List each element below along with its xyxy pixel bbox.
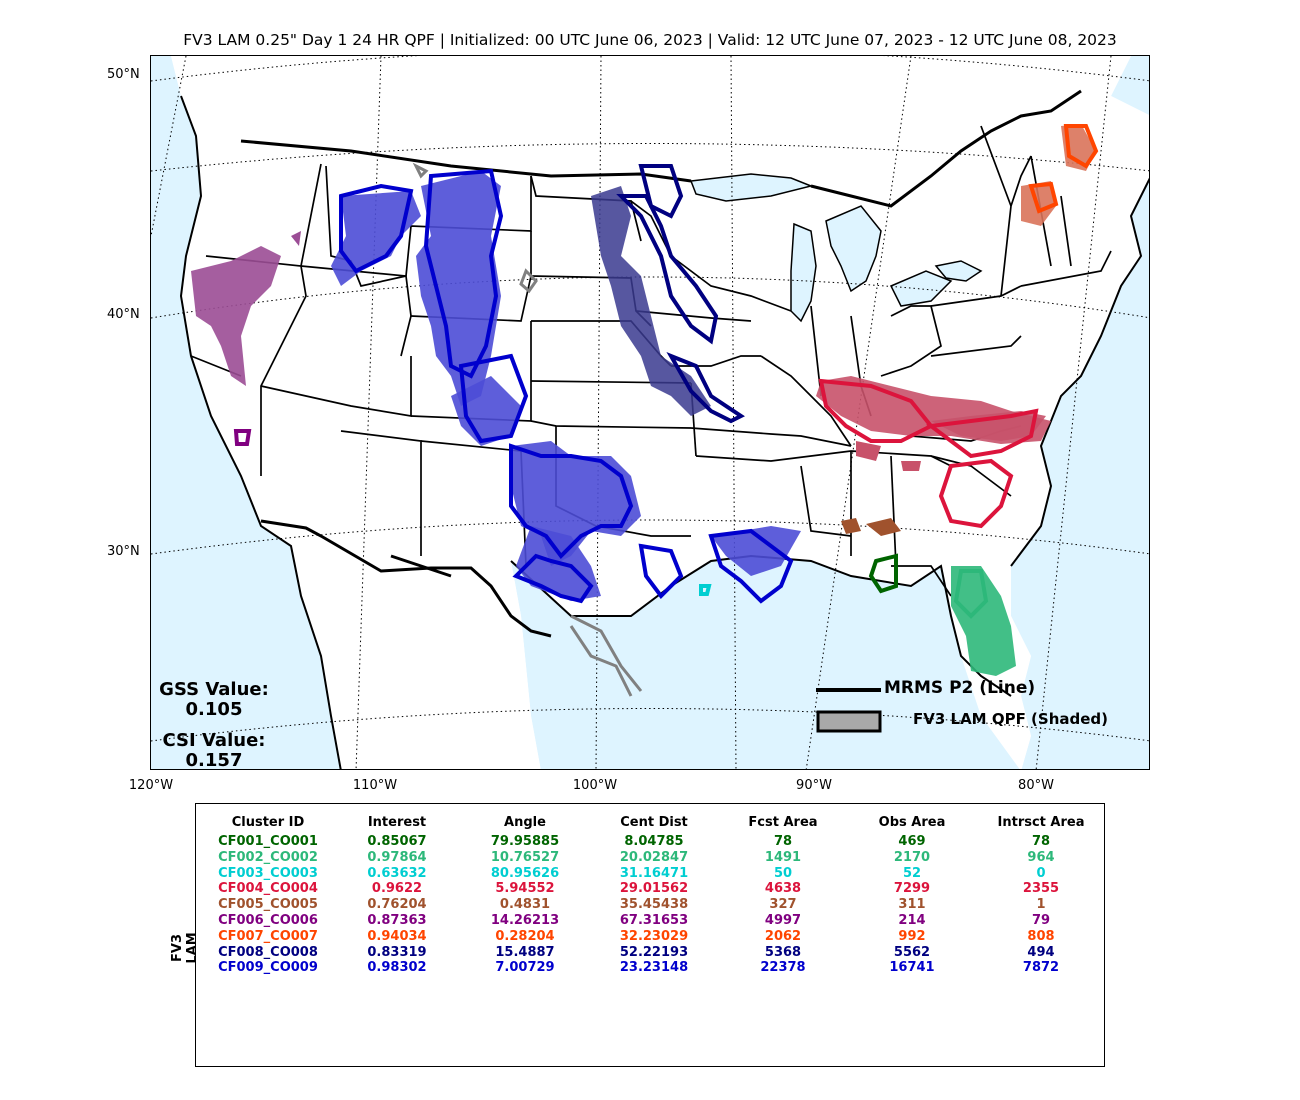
table-cell-fcst-area: 4997: [764, 913, 802, 928]
table-cell-cent-dist: 52.22193: [619, 944, 689, 960]
table-cell-cluster-id: CF007_CO007: [218, 928, 318, 944]
table-cell-obs-area: 469: [898, 834, 926, 849]
table-cell-intrsct-area: 1: [1036, 897, 1046, 913]
table-cell-angle: 80.95626: [490, 865, 560, 881]
gss-value: 0.105: [185, 699, 243, 720]
table-cell-fcst-area: 2062: [764, 928, 802, 944]
map-title: FV3 LAM 0.25" Day 1 24 HR QPF | Initiali…: [183, 31, 1117, 49]
table-cell-interest: 0.94034: [367, 928, 427, 944]
table-cell-fcst-area: 50: [773, 865, 793, 881]
table-cell-cluster-id: CF003_CO003: [218, 865, 318, 881]
fv3-legend-swatch: [816, 710, 882, 733]
table-cell-cent-dist: 23.23148: [619, 960, 689, 976]
table-cell-intrsct-area: 964: [1027, 849, 1055, 865]
table-cell-interest: 0.85067: [367, 834, 427, 849]
table-cell-obs-area: 311: [898, 897, 926, 913]
stats-table: [195, 803, 1105, 1067]
table-cell-obs-area: 214: [898, 913, 926, 928]
lat-label-30: 30°N: [107, 544, 140, 559]
map-panel: [150, 55, 1150, 770]
table-cell-cent-dist: 31.16471: [619, 865, 689, 881]
table-cell-angle: 14.26213: [490, 913, 560, 928]
map-legend: [816, 688, 882, 733]
table-cell-angle: 79.95885: [490, 834, 560, 849]
lon-label-110: 110°W: [352, 778, 398, 793]
table-cell-angle: 10.76527: [490, 849, 560, 865]
table-cell-fcst-area: 4638: [764, 881, 802, 897]
table-cell-interest: 0.97864: [367, 849, 427, 865]
table-cell-intrsct-area: 808: [1027, 928, 1055, 944]
table-cell-cluster-id: CF004_CO004: [218, 881, 318, 897]
header-cent-dist: Cent Dist: [620, 815, 688, 830]
lon-label-120: 120°W: [128, 778, 174, 793]
table-cell-cent-dist: 35.45438: [619, 897, 689, 913]
table-cell-intrsct-area: 0: [1036, 865, 1046, 881]
lon-label-80: 80°W: [1018, 778, 1054, 793]
table-cell-intrsct-area: 79: [1031, 913, 1051, 928]
csi-value: 0.157: [185, 750, 243, 771]
table-cell-cluster-id: CF001_CO001: [218, 834, 318, 849]
table-cell-fcst-area: 5368: [764, 944, 802, 960]
forecast-shaded-objects: [191, 124, 1096, 676]
legend-mrms-label: MRMS P2 (Line): [884, 678, 1036, 698]
table-cell-angle: 15.4887: [495, 944, 555, 960]
table-cell-intrsct-area: 2355: [1022, 881, 1060, 897]
table-cell-fcst-area: 22378: [760, 960, 806, 976]
legend-fv3-label: FV3 LAM QPF (Shaded): [913, 710, 1109, 728]
table-cell-cluster-id: CF002_CO002: [218, 849, 318, 865]
table-cell-cent-dist: 29.01562: [619, 881, 689, 897]
table-cell-obs-area: 7299: [893, 881, 931, 897]
table-cell-cluster-id: CF005_CO005: [218, 897, 318, 913]
country-border: [240, 89, 1082, 638]
table-cell-cluster-id: CF006_CO006: [218, 913, 318, 928]
table-cell-obs-area: 16741: [889, 960, 935, 976]
table-cell-cent-dist: 20.02847: [619, 849, 689, 865]
header-obs-area: Obs Area: [878, 815, 946, 830]
gss-label: GSS Value:: [159, 679, 269, 700]
table-cell-obs-area: 5562: [893, 944, 931, 960]
table-cell-cent-dist: 67.31653: [619, 913, 689, 928]
table-cell-intrsct-area: 494: [1027, 944, 1055, 960]
map-canvas: [151, 56, 1149, 769]
header-fcst-area: Fcst Area: [748, 815, 818, 830]
table-cell-angle: 5.94552: [495, 881, 555, 897]
table-cell-angle: 0.4831: [499, 897, 551, 913]
table-cell-intrsct-area: 78: [1031, 834, 1051, 849]
table-cell-interest: 0.83319: [367, 944, 427, 960]
table-cell-obs-area: 52: [902, 865, 922, 881]
lat-label-40: 40°N: [107, 307, 140, 322]
lat-label-50: 50°N: [107, 67, 140, 82]
csi-label: CSI Value:: [162, 730, 266, 751]
table-cell-cent-dist: 8.04785: [624, 834, 684, 849]
lon-label-100: 100°W: [572, 778, 618, 793]
land-mass: [171, 56, 1149, 769]
table-cell-cluster-id: CF009_CO009: [218, 960, 318, 976]
header-angle: Angle: [504, 815, 546, 830]
table-cell-angle: 7.00729: [495, 960, 555, 976]
lon-label-90: 90°W: [796, 778, 832, 793]
table-cell-obs-area: 2170: [893, 849, 931, 865]
table-cell-angle: 0.28204: [495, 928, 555, 944]
table-cell-interest: 0.9622: [371, 881, 423, 897]
unmatched-obs-outlines: [412, 162, 643, 697]
table-cell-fcst-area: 1491: [764, 849, 802, 865]
table-cell-cent-dist: 32.23029: [619, 928, 689, 944]
table-cell-obs-area: 992: [898, 928, 926, 944]
table-cell-cluster-id: CF008_CO008: [218, 944, 318, 960]
table-cell-interest: 0.63632: [367, 865, 427, 881]
great-lakes: [689, 173, 983, 323]
table-cell-interest: 0.98302: [367, 960, 427, 976]
coastlines-borders: [179, 95, 1149, 769]
table-cell-intrsct-area: 7872: [1022, 960, 1060, 976]
table-cell-fcst-area: 327: [769, 897, 797, 913]
header-cluster-id: Cluster ID: [231, 815, 305, 830]
mrms-outlines: [233, 124, 1099, 619]
header-intrsct-area: Intrsct Area: [997, 815, 1085, 830]
table-cell-interest: 0.87363: [367, 913, 427, 928]
table-cell-interest: 0.76204: [367, 897, 427, 913]
table-cell-fcst-area: 78: [773, 834, 793, 849]
header-interest: Interest: [367, 815, 427, 830]
